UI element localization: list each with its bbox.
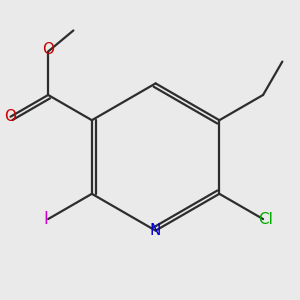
Text: O: O <box>4 109 16 124</box>
Text: I: I <box>43 210 48 228</box>
Text: N: N <box>150 223 161 238</box>
Text: Cl: Cl <box>258 212 273 226</box>
Text: O: O <box>42 42 54 57</box>
